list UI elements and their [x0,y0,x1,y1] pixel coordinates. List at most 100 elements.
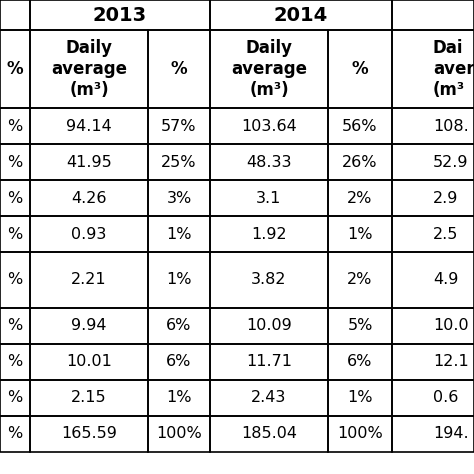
Bar [210,344,328,380]
Text: 2.5: 2.5 [433,227,458,241]
Bar [392,30,474,108]
Bar [30,180,148,216]
Bar [30,30,148,108]
Bar [328,108,392,144]
Text: 2013: 2013 [93,6,147,25]
Bar [0,308,30,344]
Bar [328,416,392,452]
Bar [328,216,392,252]
Bar [328,344,392,380]
Text: 194.: 194. [433,427,469,441]
Bar [210,308,328,344]
Text: 10.01: 10.01 [66,355,112,370]
Text: 103.64: 103.64 [241,118,297,134]
Bar [210,108,328,144]
Text: %: % [8,227,23,241]
Bar [328,308,392,344]
Bar [0,252,30,308]
Bar [210,180,328,216]
Bar [328,30,392,108]
Bar [148,180,210,216]
Text: 10.0: 10.0 [433,319,469,334]
Bar [148,416,210,452]
Bar [210,416,328,452]
Text: 185.04: 185.04 [241,427,297,441]
Bar [392,308,474,344]
Text: %: % [171,60,187,78]
Bar [392,416,474,452]
Bar [328,252,392,308]
Bar [30,344,148,380]
Text: 1.92: 1.92 [251,227,287,241]
Text: %: % [8,427,23,441]
Text: %: % [8,118,23,134]
Bar [30,308,148,344]
Bar [30,144,148,180]
Text: 108.: 108. [433,118,469,134]
Text: 48.33: 48.33 [246,155,292,170]
Bar [392,380,474,416]
Bar [148,380,210,416]
Text: 41.95: 41.95 [66,155,112,170]
Bar [210,0,392,30]
Bar [0,144,30,180]
Bar [210,216,328,252]
Text: %: % [8,191,23,206]
Text: Daily
average
(m³): Daily average (m³) [231,39,307,99]
Text: 4.9: 4.9 [433,273,458,288]
Bar [30,344,148,380]
Bar [210,30,328,108]
Text: 57%: 57% [161,118,197,134]
Text: 2.21: 2.21 [71,273,107,288]
Bar [328,144,392,180]
Text: %: % [8,319,23,334]
Bar [0,180,30,216]
Text: 6%: 6% [166,319,191,334]
Bar [0,144,30,180]
Text: 165.59: 165.59 [61,427,117,441]
Bar [30,108,148,144]
Text: 4.26: 4.26 [71,191,107,206]
Bar [148,308,210,344]
Bar [30,30,148,108]
Bar [392,216,474,252]
Bar [392,344,474,380]
Text: %: % [8,391,23,405]
Bar [30,252,148,308]
Bar [392,380,474,416]
Bar [148,308,210,344]
Text: 2%: 2% [347,273,373,288]
Bar [210,252,328,308]
Bar [210,144,328,180]
Text: 11.71: 11.71 [246,355,292,370]
Bar [148,180,210,216]
Bar [0,30,30,108]
Bar [210,380,328,416]
Bar [392,216,474,252]
Bar [328,108,392,144]
Bar [328,180,392,216]
Text: 1%: 1% [166,227,192,241]
Bar [148,416,210,452]
Bar [148,144,210,180]
Text: %: % [8,155,23,170]
Text: 2%: 2% [347,191,373,206]
Bar [30,380,148,416]
Bar [210,308,328,344]
Bar [210,216,328,252]
Bar [0,344,30,380]
Bar [210,416,328,452]
Text: Dai
avera
(m³: Dai avera (m³ [433,39,474,99]
Bar [392,108,474,144]
Text: 3.82: 3.82 [251,273,287,288]
Bar [148,344,210,380]
Bar [0,416,30,452]
Bar [210,30,328,108]
Bar [328,380,392,416]
Bar [30,0,210,30]
Text: 26%: 26% [342,155,378,170]
Text: 94.14: 94.14 [66,118,112,134]
Bar [0,380,30,416]
Bar [328,144,392,180]
Bar [148,108,210,144]
